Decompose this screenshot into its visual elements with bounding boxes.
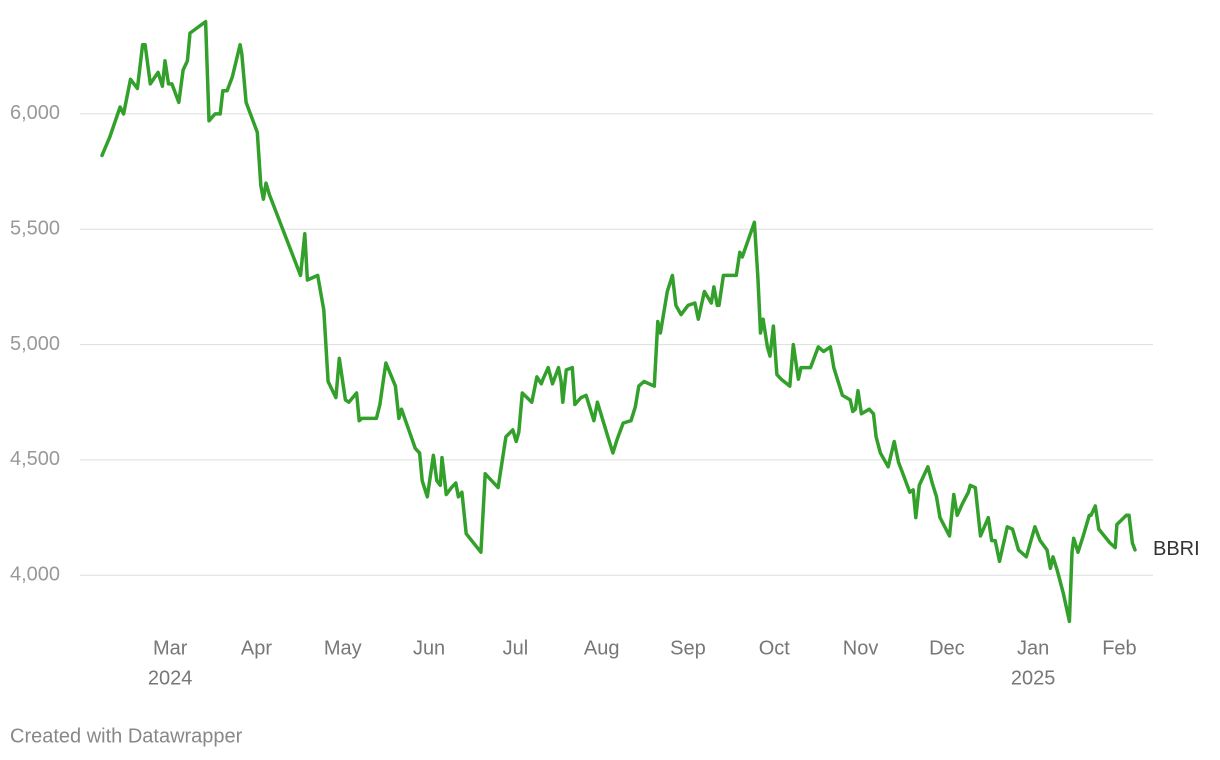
x-tick-label: Jan (1017, 637, 1049, 659)
x-tick-label: Apr (241, 637, 272, 659)
x-year-label: 2024 (148, 667, 193, 689)
credit: Created with Datawrapper (10, 725, 243, 747)
x-tick-label: Feb (1102, 637, 1136, 659)
x-tick-label: Aug (584, 637, 620, 659)
x-tick-label: Mar (153, 637, 188, 659)
y-tick-label: 4,500 (10, 448, 60, 470)
x-tick-label: May (324, 637, 362, 659)
y-tick-label: 5,500 (10, 218, 60, 240)
series-label: BBRI (1153, 538, 1200, 560)
line (100, 19, 1137, 624)
y-tick-label: 4,000 (10, 564, 60, 586)
x-tick-label: Sep (670, 637, 706, 659)
x-year-label: 2025 (1011, 667, 1056, 689)
x-tick-label: Jul (503, 637, 529, 659)
y-tick-label: 6,000 (10, 102, 60, 124)
y-tick-label: 5,000 (10, 333, 60, 355)
x-tick-label: Dec (929, 637, 965, 659)
x-tick-label: Nov (843, 637, 879, 659)
x-tick-label: Oct (759, 637, 791, 659)
x-tick-label: Jun (413, 637, 445, 659)
